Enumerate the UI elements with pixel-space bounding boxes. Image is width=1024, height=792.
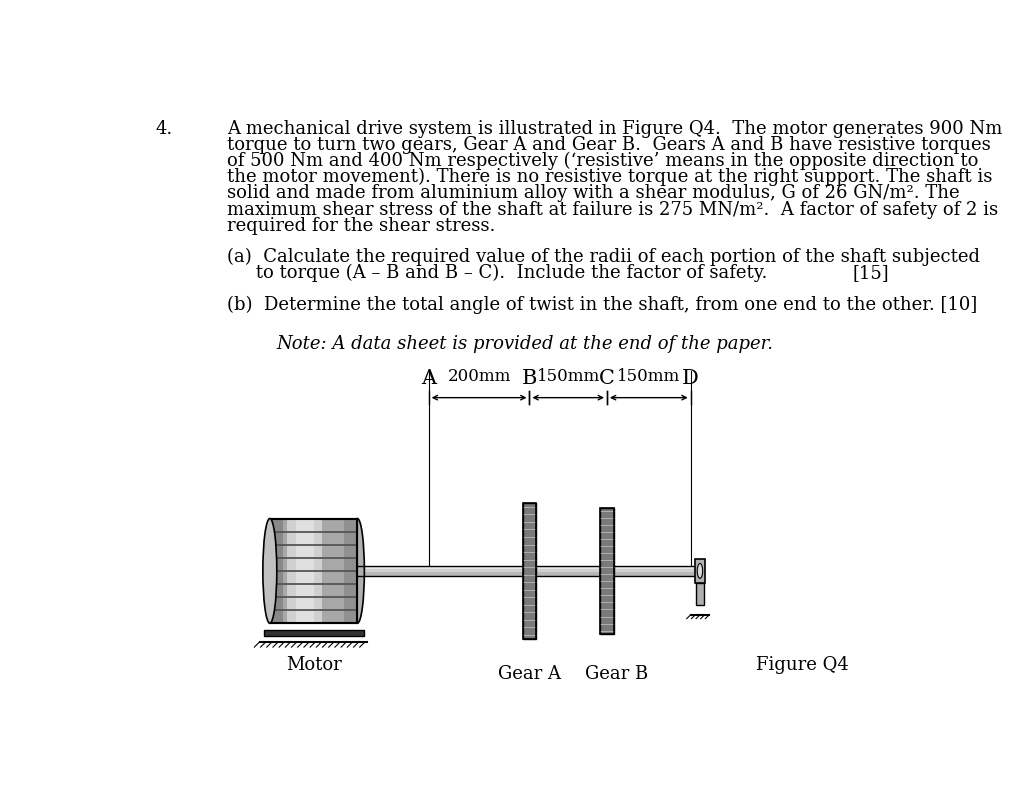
Text: 150mm: 150mm <box>617 367 680 385</box>
Bar <box>600 508 613 634</box>
Text: [15]: [15] <box>853 264 889 282</box>
Bar <box>357 565 703 569</box>
Bar <box>523 503 536 638</box>
Bar <box>694 558 706 583</box>
Bar <box>344 519 357 623</box>
Text: B: B <box>522 369 538 388</box>
Bar <box>270 519 357 623</box>
Bar <box>270 519 357 623</box>
Text: required for the shear stress.: required for the shear stress. <box>227 217 496 234</box>
Bar <box>357 569 703 572</box>
Text: D: D <box>682 369 699 388</box>
Text: C: C <box>599 369 614 388</box>
Bar <box>270 519 283 623</box>
Bar <box>523 503 536 638</box>
Bar <box>263 630 364 636</box>
Bar <box>357 566 703 576</box>
Text: Gear B: Gear B <box>585 664 648 683</box>
Text: 150mm: 150mm <box>537 367 600 385</box>
Text: maximum shear stress of the shaft at failure is 275 MN/m².  A factor of safety o: maximum shear stress of the shaft at fai… <box>227 200 998 219</box>
Text: 200mm: 200mm <box>447 367 511 385</box>
Text: (a)  Calculate the required value of the radii of each portion of the shaft subj: (a) Calculate the required value of the … <box>227 247 980 266</box>
Text: Note: A data sheet is provided at the end of the paper.: Note: A data sheet is provided at the en… <box>276 335 773 353</box>
Bar <box>696 583 703 605</box>
Text: 4.: 4. <box>155 120 172 138</box>
Text: Gear A: Gear A <box>498 664 561 683</box>
Text: (b)  Determine the total angle of twist in the shaft, from one end to the other.: (b) Determine the total angle of twist i… <box>227 296 978 314</box>
Bar <box>288 519 323 623</box>
Ellipse shape <box>697 564 702 578</box>
Text: solid and made from aluminium alloy with a shear modulus, G of 26 GN/m². The: solid and made from aluminium alloy with… <box>227 185 959 203</box>
Text: A: A <box>421 369 436 388</box>
Text: of 500 Nm and 400 Nm respectively (‘resistive’ means in the opposite direction t: of 500 Nm and 400 Nm respectively (‘resi… <box>227 152 979 170</box>
Text: torque to turn two gears, Gear A and Gear B.  Gears A and B have resistive torqu: torque to turn two gears, Gear A and Gea… <box>227 136 991 154</box>
Text: the motor movement). There is no resistive torque at the right support. The shaf: the motor movement). There is no resisti… <box>227 168 992 186</box>
Text: Motor: Motor <box>286 656 342 674</box>
Ellipse shape <box>263 519 276 623</box>
Bar <box>296 519 313 623</box>
Text: Figure Q4: Figure Q4 <box>756 656 849 674</box>
Text: A mechanical drive system is illustrated in Figure Q4.  The motor generates 900 : A mechanical drive system is illustrated… <box>227 120 1002 138</box>
Bar <box>600 508 613 634</box>
Ellipse shape <box>350 519 365 623</box>
Text: to torque (A – B and B – C).  Include the factor of safety.: to torque (A – B and B – C). Include the… <box>227 264 768 282</box>
